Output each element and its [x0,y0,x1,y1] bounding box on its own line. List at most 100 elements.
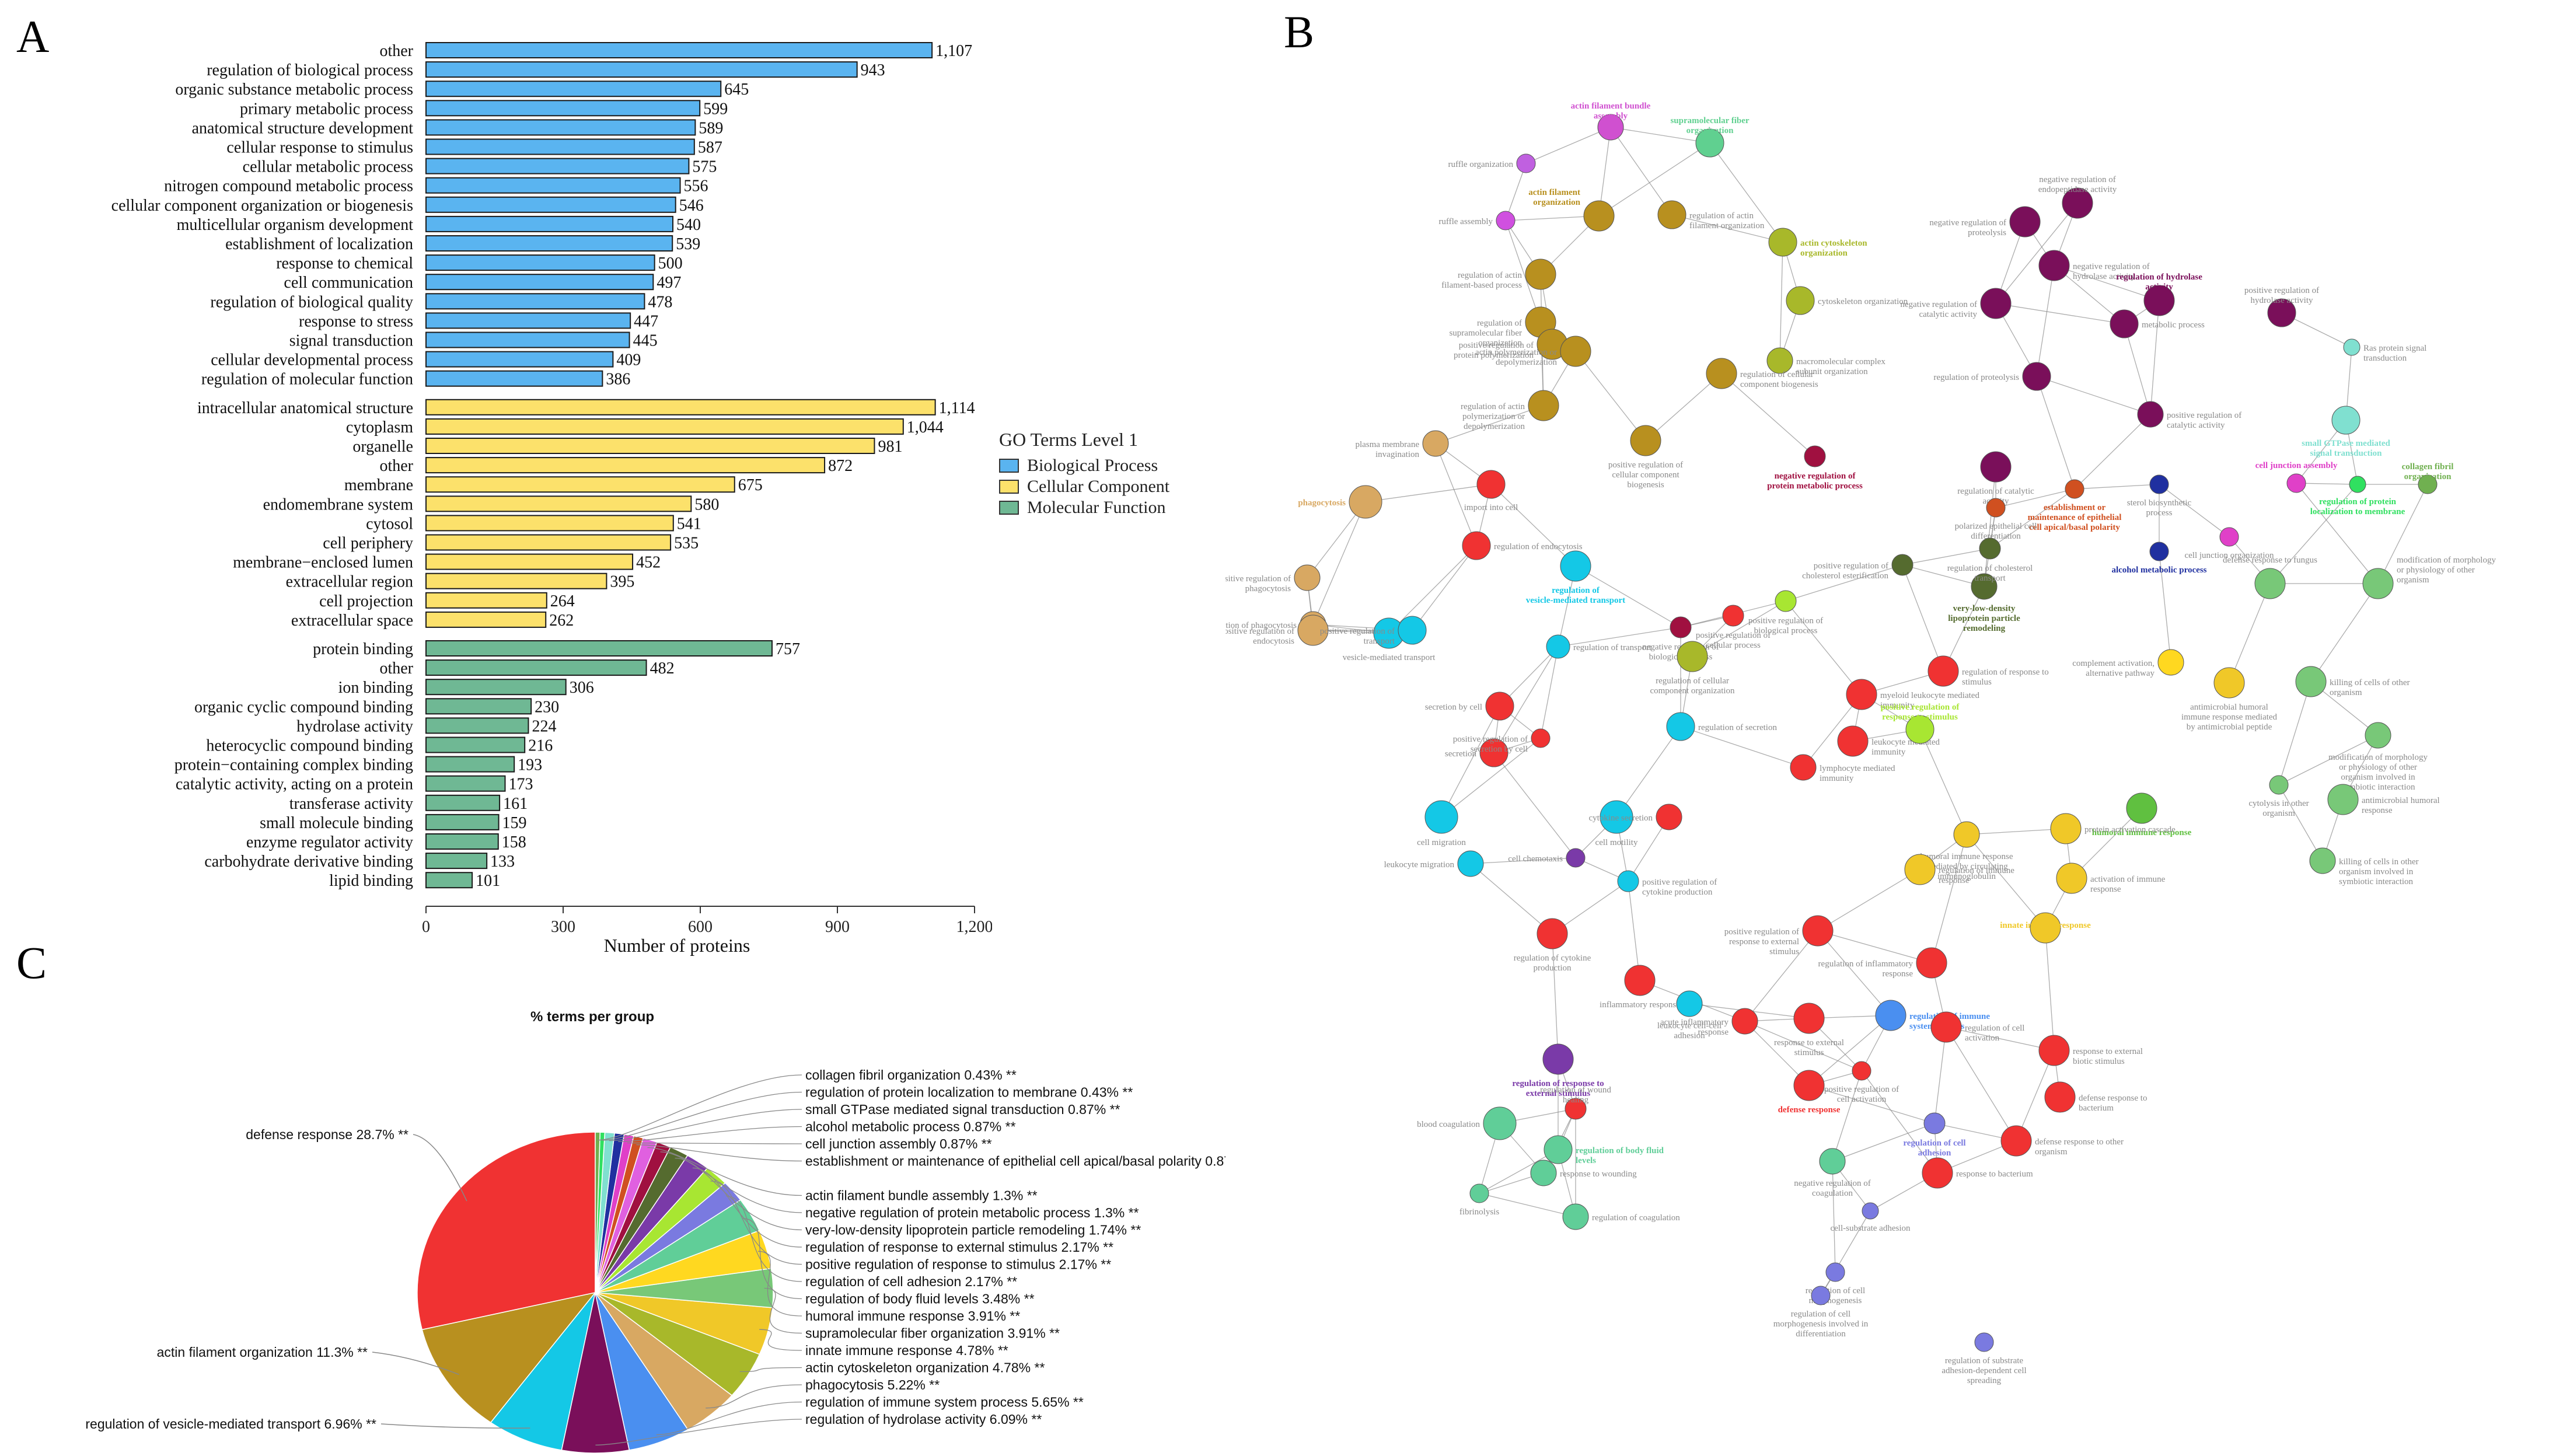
node-label: secretion by cell [1425,703,1482,712]
network-edge [1575,565,1681,628]
category-label: signal transduction [289,332,413,350]
network-node [2050,813,2082,844]
leader-line [764,1287,802,1334]
category-label: membrane−enclosed lumen [233,554,413,572]
pie-label: regulation of vesicle-mediated transport… [85,1416,376,1431]
network-node [1677,641,1708,672]
value-label: 173 [509,776,533,794]
bar [425,833,499,850]
node-label: leukocyte mediated immunity [1871,738,1940,757]
network-node [1706,358,1737,389]
network-node [1793,1003,1825,1034]
network-node [2295,666,2327,697]
network-node [1542,1043,1574,1075]
network-node [2254,568,2286,599]
network-edge [1490,484,1576,567]
network-edge [1832,1070,1862,1162]
category-label: transferase activity [289,795,413,813]
network-node [1657,200,1686,229]
bar [425,553,634,570]
network-node [2309,847,2336,874]
node-label: response to wounding [1560,1169,1637,1179]
network-node [1530,1160,1557,1186]
node-label: negative regulation of catalytic activity [1900,300,1977,319]
network-node [1916,947,1947,979]
category-label: cytoplasm [346,418,413,437]
network-node [2126,792,2157,824]
network-edge [2278,735,2379,785]
category-label: establishment of localization [225,235,413,253]
panel-label-b: B [1284,6,1315,57]
network-edge [1861,1070,1938,1174]
node-label: lymphocyte mediated immunity [1820,764,1895,783]
bar [425,274,654,291]
network-edge [1779,242,1783,361]
node-label: positive regulation of protein polymeriza… [1454,341,1534,360]
bar [425,794,501,811]
network-edge [1946,1026,2017,1141]
node-label: response to external biotic stimulus [2073,1047,2143,1066]
network-node [2110,309,2139,338]
category-label: cell periphery [323,535,413,553]
network-node [1528,390,1559,421]
node-label: antimicrobial humoral response [2362,796,2440,815]
value-label: 539 [676,235,700,253]
node-label: acute inflammatory response [1660,1018,1729,1037]
node-label: regulation of vesicle-mediated transport [1526,586,1625,605]
network-node [1928,655,1959,687]
pie-label: phagocytosis 5.22% ** [805,1377,940,1392]
node-label: ruffle organization [1448,160,1514,169]
category-label: protein−containing complex binding [174,756,413,774]
network-edge [2278,784,2323,861]
pie-label: regulation of cell adhesion 2.17% ** [805,1274,1017,1289]
node-label: positive regulation of transport [1320,627,1395,646]
network-edge [1479,1193,1576,1217]
network-node [1485,692,1514,721]
network-node [1875,1000,1906,1031]
pie-label: regulation of body fluid levels 3.48% ** [805,1291,1035,1307]
node-label: ruffle assembly [1438,217,1493,226]
node-label: Ras protein signal transduction [2363,344,2426,363]
network-edge [1744,930,1818,1022]
network-node [1630,425,1661,456]
node-label: regulation of response to stimulus [1962,668,2049,687]
value-label: 409 [616,351,641,369]
node-label: regulation of cellular component biogenes… [1740,370,1818,389]
node-label: regulation of cytokine production [1514,954,1591,973]
network-edge [2045,927,2055,1051]
network-node [1565,1098,1587,1120]
network-edge [1817,930,1891,1016]
network-node [2343,338,2361,356]
value-label: 478 [648,293,672,311]
node-label: regulation of proteolysis [1933,373,2019,382]
network-edge [1832,1123,1935,1162]
network-edge [1803,694,1862,768]
bar [425,100,701,117]
network-node [1971,573,1998,600]
node-label: defense response [1778,1105,1841,1115]
node-label: regulation of cholesterol transport [1947,564,2033,583]
leader-line [372,1352,459,1375]
value-label: 556 [684,177,708,195]
pie-label: positive regulation of response to stimu… [805,1257,1111,1272]
value-label: 306 [570,679,594,697]
node-label: modification of morphology or physiology … [2397,556,2496,585]
network-node [2213,667,2245,699]
pie-slice [595,1132,601,1293]
category-label: primary metabolic process [240,100,413,118]
bar [425,611,547,628]
node-label: regulation of supramolecular fiber organiz… [1449,319,1522,348]
value-label: 158 [502,833,526,851]
node-label: killing of cells in other organism involv… [2339,857,2419,886]
bar [425,312,631,329]
network-edge [1995,202,2078,304]
pie-label: regulation of hydrolase activity 6.09% *… [805,1412,1042,1427]
category-label: endomembrane system [263,495,414,514]
network-node [1775,590,1797,612]
network-node [2062,187,2093,219]
node-label: response to bacterium [1956,1169,2033,1179]
network-edge [1902,548,1991,565]
network-edge [1995,303,2125,324]
network-edge [1525,127,1611,164]
network-node [2365,722,2391,749]
